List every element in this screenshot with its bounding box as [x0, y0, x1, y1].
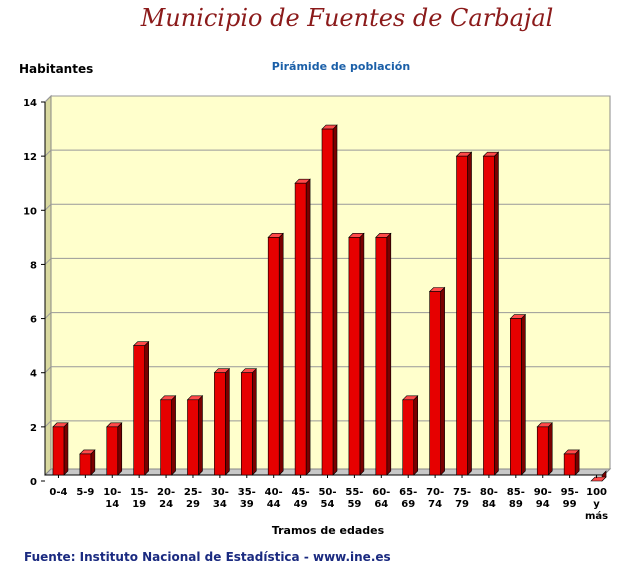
bar-95-99 [563, 449, 580, 476]
bar-70-74 [428, 286, 446, 476]
x-tick-label: 85-89 [507, 487, 525, 510]
bar-60-64 [375, 232, 392, 476]
bar-100-y-más [590, 470, 607, 482]
bar-35-39 [240, 367, 258, 476]
y-tick-label: 12 [23, 152, 37, 163]
source-credit: Fuente: Instituto Nacional de Estadístic… [24, 550, 391, 564]
x-tick-label: 20-24 [157, 487, 175, 510]
bar-30-34 [213, 367, 231, 476]
y-axis-label: Habitantes [19, 62, 94, 76]
bar-85-89 [509, 313, 527, 476]
x-tick-label: 55-59 [345, 487, 363, 510]
x-tick-label: 60-64 [372, 487, 390, 510]
bar-50-54 [321, 124, 338, 476]
x-tick-label: 50-54 [318, 487, 336, 510]
page-title: Municipio de Fuentes de Carbajal [140, 4, 554, 32]
x-tick-label: 25-29 [184, 487, 202, 510]
bar-90-94 [536, 422, 553, 476]
y-tick-label: 2 [30, 423, 37, 434]
x-tick-label: 5-9 [76, 487, 94, 498]
gridline-diagonal [44, 149, 52, 157]
x-tick-label: 45-49 [292, 487, 310, 510]
bar-15-19 [132, 340, 150, 476]
gridline-diagonal [44, 312, 52, 319]
bar-65-69 [401, 395, 419, 476]
x-tick-label: 65-69 [399, 487, 417, 510]
y-tick-label: 4 [30, 369, 37, 380]
x-tick-label: 30-34 [211, 487, 229, 510]
bar-25-29 [186, 395, 204, 476]
gridline-diagonal [44, 366, 52, 374]
gridline-diagonal [44, 258, 52, 265]
chart-title: Pirámide de población [271, 60, 411, 73]
bar-55-59 [348, 232, 365, 476]
y-tick-label: 14 [23, 98, 37, 109]
bar-45-49 [294, 178, 311, 476]
bar-75-79 [455, 151, 473, 476]
x-axis-label: Tramos de edades [271, 524, 385, 537]
y-tick-label: 0 [30, 477, 37, 488]
x-tick-label: 100 y más [585, 487, 608, 522]
x-tick-label: 15-19 [130, 487, 148, 510]
bar-80-84 [482, 151, 500, 476]
bar-40-44 [267, 232, 284, 476]
bar-10-14 [106, 422, 123, 476]
bar-5-9 [79, 449, 96, 476]
y-tick-label: 10 [23, 206, 37, 217]
x-tick-label: 0-4 [49, 487, 67, 498]
bar-20-24 [159, 395, 177, 476]
bar-0-4 [52, 422, 69, 476]
x-tick-label: 90-94 [534, 487, 552, 510]
gridline-diagonal [44, 95, 52, 103]
gridline-diagonal [44, 420, 52, 428]
x-tick-label: 35-39 [238, 487, 256, 510]
y-tick-label: 6 [30, 315, 37, 326]
x-tick-label: 40-44 [265, 487, 283, 510]
x-tick-label: 70-74 [426, 487, 444, 510]
y-tick-label: 8 [30, 260, 37, 271]
x-tick-label: 80-84 [480, 487, 498, 510]
x-tick-label: 95-99 [561, 487, 579, 510]
x-tick-label: 75-79 [453, 487, 471, 510]
x-tick-label: 10-14 [103, 487, 121, 510]
gridline-diagonal [44, 203, 52, 211]
